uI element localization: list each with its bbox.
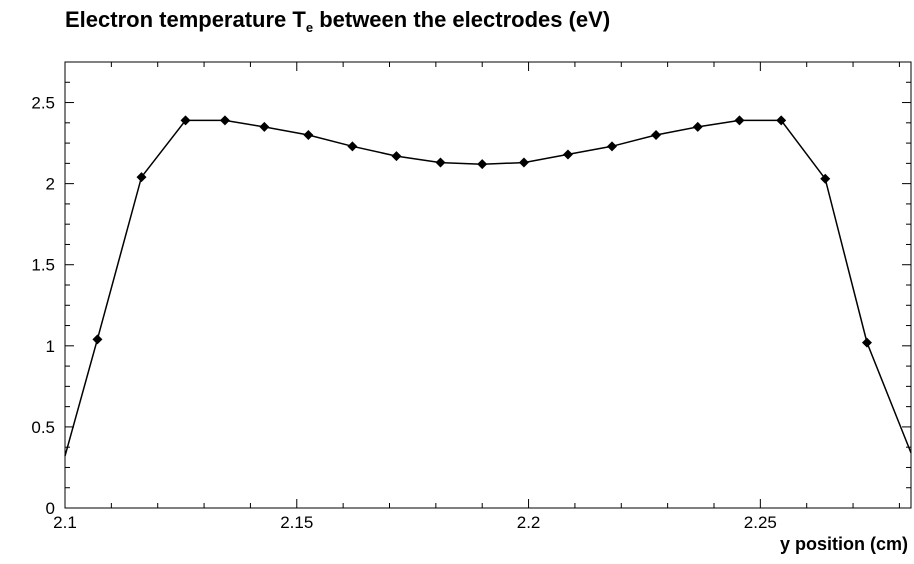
- y-tick-label: 1: [46, 337, 55, 356]
- data-point-marker: [391, 151, 402, 162]
- series-group: [64, 115, 912, 457]
- data-point-marker: [259, 121, 270, 132]
- data-point-marker: [180, 115, 191, 126]
- data-point-marker: [734, 115, 745, 126]
- data-point-marker: [347, 141, 358, 152]
- data-point-marker: [92, 334, 103, 345]
- y-tick-label: 1.5: [31, 256, 55, 275]
- x-tick-label: 2.1: [53, 513, 77, 532]
- series-line: [64, 119, 912, 457]
- data-point-marker: [136, 172, 147, 183]
- data-point-marker: [303, 129, 314, 140]
- chart-title: Electron temperature Te between the elec…: [65, 7, 610, 35]
- x-axis-label: y position (cm): [780, 534, 908, 554]
- data-point-marker: [861, 337, 872, 348]
- data-point-marker: [518, 157, 529, 168]
- data-point-marker: [692, 121, 703, 132]
- y-tick-label: 2.5: [31, 94, 55, 113]
- data-point-marker: [651, 129, 662, 140]
- data-point-marker: [820, 173, 831, 184]
- y-tick-label: 0: [46, 499, 55, 518]
- data-point-marker: [562, 149, 573, 160]
- axis-ticks: [64, 61, 911, 509]
- data-point-marker: [477, 159, 488, 170]
- plot-area: [64, 61, 912, 509]
- data-point-marker: [776, 115, 787, 126]
- y-tick-label: 0.5: [31, 418, 55, 437]
- y-tick-label: 2: [46, 175, 55, 194]
- x-tick-label: 2.25: [744, 513, 777, 532]
- data-point-marker: [607, 141, 618, 152]
- data-point-marker: [219, 115, 230, 126]
- x-tick-label: 2.15: [280, 513, 313, 532]
- x-tick-label: 2.2: [517, 513, 541, 532]
- data-point-marker: [435, 157, 446, 168]
- axis-tick-labels: 0 0.5 1 1.5 2 2.5 2.1 2.15 2.2 2.25: [31, 94, 777, 532]
